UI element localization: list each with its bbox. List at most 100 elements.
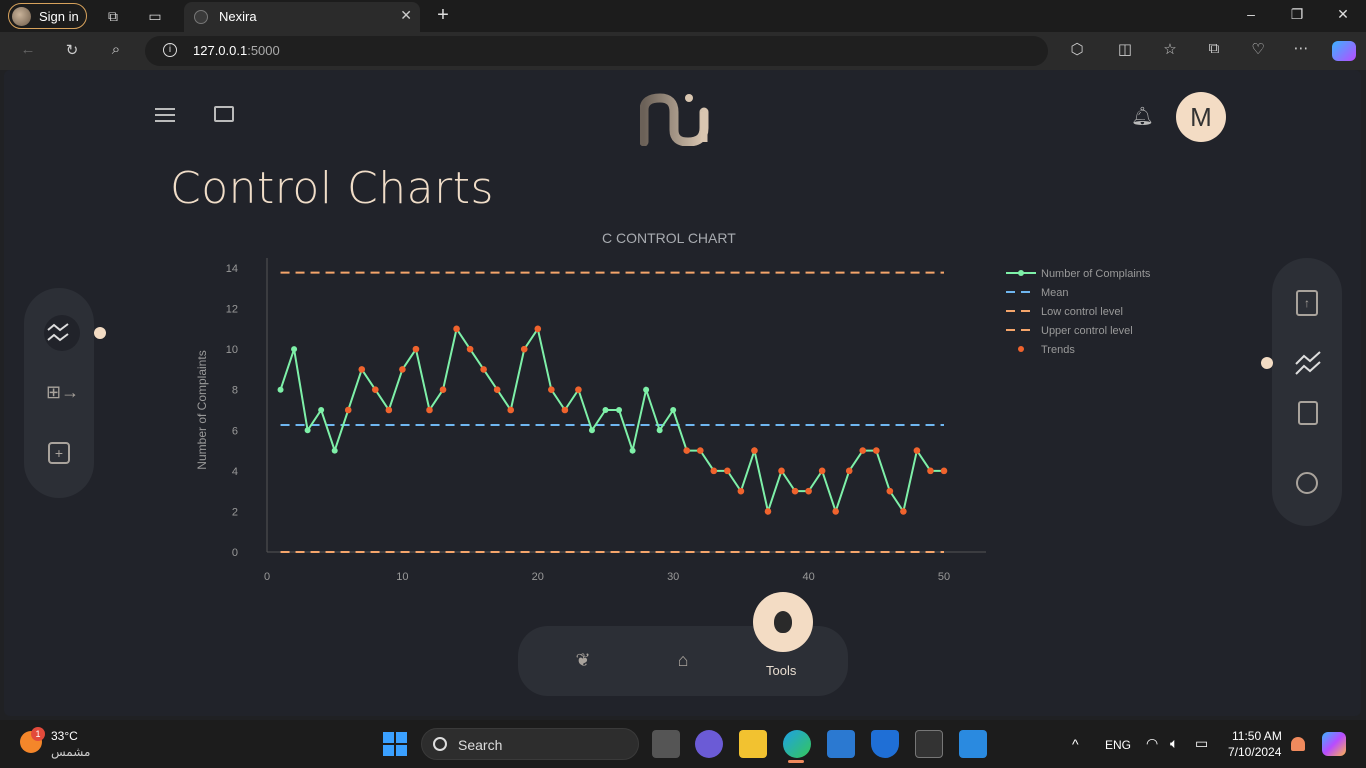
store-icon[interactable] xyxy=(827,730,855,758)
trend-point xyxy=(859,447,867,454)
y-tick-label: 6 xyxy=(232,425,238,437)
complaint-point xyxy=(602,407,609,413)
document-icon[interactable] xyxy=(1298,401,1318,425)
trend-point xyxy=(737,487,745,495)
user-avatar[interactable]: M xyxy=(1176,92,1226,142)
trend-point xyxy=(548,386,555,394)
control-chart-icon[interactable] xyxy=(46,320,72,346)
sign-in-button[interactable]: Sign in xyxy=(8,3,87,29)
refresh-icon[interactable]: ↻ xyxy=(65,42,79,59)
add-case-icon[interactable]: + xyxy=(48,442,70,464)
trend-point xyxy=(480,366,487,373)
complaints-line xyxy=(279,326,944,516)
trend-point xyxy=(453,325,460,333)
close-tab-icon[interactable]: ✕ xyxy=(400,7,412,23)
restore-icon[interactable]: ❐ xyxy=(1290,6,1304,22)
notification-bell-icon[interactable]: 🔔︎ xyxy=(1131,106,1154,126)
edge-icon[interactable] xyxy=(783,730,811,758)
y-tick-label: 12 xyxy=(226,304,238,316)
trend-point xyxy=(399,366,406,373)
wifi-icon[interactable]: ◠ xyxy=(1146,735,1159,751)
trend-point xyxy=(845,467,853,475)
back-icon[interactable]: ← xyxy=(20,41,36,58)
active-tool-highlight xyxy=(44,315,80,351)
vscode-icon[interactable] xyxy=(959,730,987,758)
task-view-icon[interactable] xyxy=(652,730,680,758)
site-info-icon[interactable]: i xyxy=(163,43,177,57)
start-windows-icon[interactable] xyxy=(383,732,407,756)
tab-nexira[interactable]: Nexira ✕ xyxy=(184,2,420,32)
favorites-icon[interactable]: ☆ xyxy=(1163,41,1177,58)
copilot-icon[interactable] xyxy=(1332,41,1356,61)
taskbar-search-label: Search xyxy=(458,737,503,753)
minimize-icon[interactable]: – xyxy=(1247,6,1255,22)
complaint-point xyxy=(331,447,338,454)
trend-point xyxy=(818,467,826,475)
clock-time[interactable]: 11:50 AM xyxy=(1232,729,1282,743)
battery-icon[interactable]: ▭ xyxy=(1195,735,1209,751)
copilot-taskbar-icon[interactable] xyxy=(1322,732,1346,756)
page-title: Control Charts xyxy=(170,163,494,214)
y-tick-label: 8 xyxy=(232,385,238,397)
terminal-icon[interactable] xyxy=(915,730,943,758)
home-icon[interactable]: ⌂ xyxy=(677,650,689,670)
power-icon[interactable] xyxy=(1296,472,1318,494)
trend-point xyxy=(927,467,934,475)
trend-chart-icon[interactable] xyxy=(1294,350,1322,376)
x-tick-label: 0 xyxy=(264,571,270,583)
complaint-point xyxy=(643,386,650,393)
trend-point xyxy=(791,487,799,495)
teams-icon[interactable] xyxy=(695,730,723,758)
trend-point xyxy=(507,406,515,414)
nexira-logo xyxy=(640,93,709,146)
search-icon[interactable]: ⌕ xyxy=(111,41,121,58)
tray-chevron-icon[interactable]: ^ xyxy=(1072,736,1079,752)
taskbar-search[interactable]: Search xyxy=(421,728,639,760)
close-window-icon[interactable]: ✕ xyxy=(1337,6,1349,22)
hamburger-menu-icon[interactable] xyxy=(155,108,175,122)
upload-file-icon[interactable]: ↑ xyxy=(1296,290,1318,316)
app-container xyxy=(4,70,1361,716)
weather-badge: 1 xyxy=(31,727,45,741)
trend-point xyxy=(873,447,880,454)
tab-title: Nexira xyxy=(219,9,257,24)
complaint-point xyxy=(656,427,663,434)
new-tab-icon[interactable]: + xyxy=(437,4,449,26)
flame-icon xyxy=(774,611,792,633)
trend-point xyxy=(561,406,569,414)
legend-label: Low control level xyxy=(1041,306,1123,318)
weather-temp[interactable]: 33°C xyxy=(51,729,78,743)
workspaces-icon[interactable]: ⧉ xyxy=(108,8,118,24)
y-tick-label: 0 xyxy=(232,547,238,559)
chart-title: C CONTROL CHART xyxy=(602,230,736,246)
complaint-point xyxy=(304,427,311,434)
performance-icon[interactable]: ♡ xyxy=(1251,41,1265,58)
y-tick-label: 2 xyxy=(232,506,238,518)
tab-actions-icon[interactable]: ▭ xyxy=(148,8,162,24)
notification-icon[interactable] xyxy=(1291,737,1305,751)
complaint-point xyxy=(616,407,623,413)
trend-point xyxy=(439,386,447,394)
trend-point xyxy=(372,386,379,394)
clock-date[interactable]: 7/10/2024 xyxy=(1228,745,1282,759)
trend-point xyxy=(385,406,393,414)
collections-icon[interactable]: ⧉ xyxy=(1208,40,1220,57)
more-menu-icon[interactable]: ⋯ xyxy=(1293,40,1309,57)
tools-button[interactable] xyxy=(753,592,813,652)
trend-point xyxy=(344,406,352,414)
url-host: 127.0.0.1 xyxy=(193,43,248,58)
split-screen-icon[interactable]: ◫ xyxy=(1117,41,1133,58)
chat-icon[interactable] xyxy=(214,106,234,122)
weather-desc: مشمس xyxy=(51,745,91,759)
complaint-point xyxy=(318,407,325,413)
leaf-icon[interactable]: ❦ xyxy=(575,650,591,670)
language-indicator[interactable]: ENG xyxy=(1105,738,1132,752)
address-bar[interactable]: i 127.0.0.1:5000 xyxy=(145,36,1048,66)
file-explorer-icon[interactable] xyxy=(739,730,767,758)
trend-point xyxy=(832,508,839,515)
defender-icon[interactable] xyxy=(871,730,899,758)
extensions-icon[interactable]: ⬡ xyxy=(1070,41,1084,58)
add-record-icon[interactable]: ⊞→ xyxy=(46,382,80,402)
trend-point xyxy=(940,467,948,475)
volume-icon[interactable]: 🔈︎ xyxy=(1170,735,1179,751)
